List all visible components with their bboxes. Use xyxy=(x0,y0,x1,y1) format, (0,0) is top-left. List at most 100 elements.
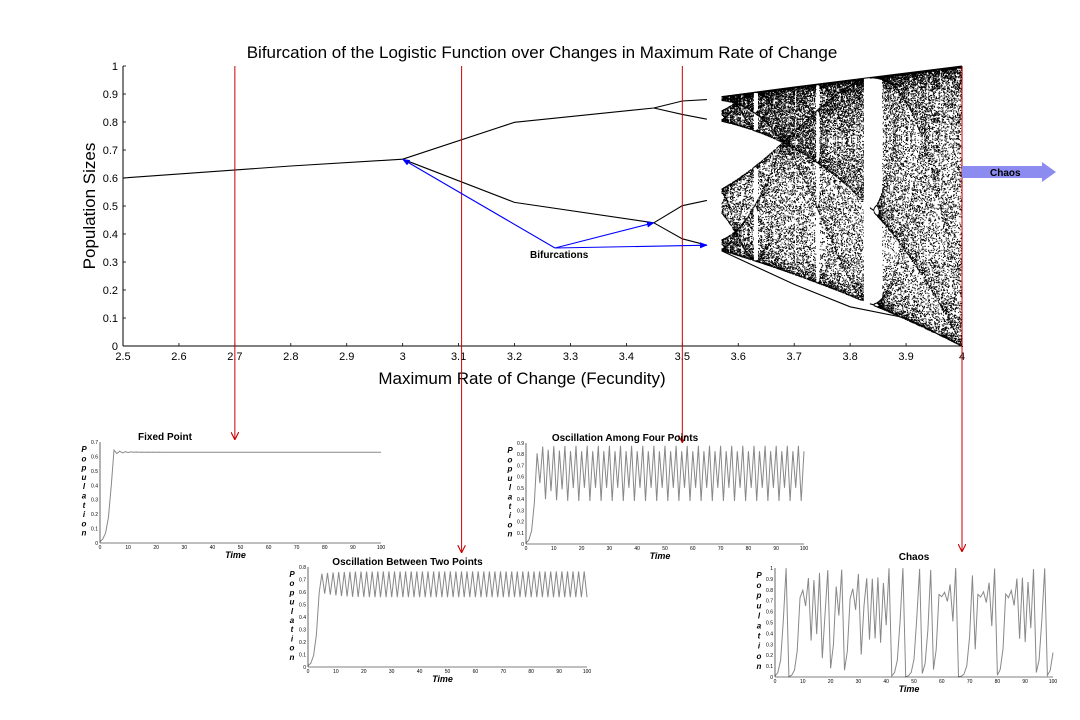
panel-x-label: Time xyxy=(650,551,671,561)
series-line xyxy=(525,445,805,544)
panel-y-tick-label: 0.6 xyxy=(91,454,98,460)
panel-title: Chaos xyxy=(899,552,930,563)
y-tick-label: 0.9 xyxy=(103,89,118,101)
panel-x-tick-label: 30 xyxy=(607,546,613,552)
panel-fixed-point: 0 10 20 30 40 50 60 70 80 90 100 0 0.1 0.2 0.3 0.4 0.5 0.… xyxy=(81,432,386,560)
branch-line-3 xyxy=(653,99,707,109)
x-tick-label: 3.6 xyxy=(731,351,746,363)
panel-x-tick-label: 100 xyxy=(800,546,809,552)
x-tick-label: 2.5 xyxy=(115,351,130,363)
x-tick-label: 3 xyxy=(400,351,406,363)
panel-y-tick-label: 0.5 xyxy=(766,621,773,627)
panel-x-tick-label: 70 xyxy=(294,545,300,551)
annotations: Bifurcations Chaos xyxy=(402,158,1056,261)
branch-line-4 xyxy=(653,107,708,120)
bifurcation-points xyxy=(721,66,963,347)
time-series-panels: 0 10 20 30 40 50 60 70 80 90 10000.10.20.30.40.50.… xyxy=(81,432,1058,694)
x-tick-label: 2.6 xyxy=(171,351,186,363)
panel-y-tick-label: 0.1 xyxy=(91,527,98,533)
series-line xyxy=(99,448,381,542)
panel-x-tick-label: 30 xyxy=(856,679,862,685)
panel-x-tick-label: 20 xyxy=(361,669,367,675)
branch-line-7 xyxy=(721,250,963,347)
panel-y-tick-label: 0.3 xyxy=(766,642,773,648)
panel-x-tick-label: 90 xyxy=(1022,679,1028,685)
panel-x-tick-label: 100 xyxy=(377,545,386,551)
series-line xyxy=(774,567,1054,678)
panel-y-tick-label: 0.5 xyxy=(299,603,306,609)
panel-x-tick-label: 90 xyxy=(556,669,562,675)
panel-y-tick-label: 0.6 xyxy=(766,610,773,616)
x-tick-label: 3.1 xyxy=(451,351,466,363)
chart-title: Bifurcation of the Logistic Function ove… xyxy=(247,43,838,62)
x-tick-label: 3.9 xyxy=(898,351,913,363)
y-tick-label: 0.3 xyxy=(103,257,118,269)
bifurcation-arrow-1 xyxy=(554,221,655,249)
branch-line-2 xyxy=(402,158,654,224)
panel-y-tick-label: 0.8 xyxy=(517,452,524,458)
panel-x-tick-label: 100 xyxy=(583,669,592,675)
panel-x-tick-label: 0 xyxy=(774,679,777,685)
panel-x-tick-label: 0 xyxy=(525,546,528,552)
panel-title: Oscillation Among Four Points xyxy=(552,433,699,444)
branch-line-8 xyxy=(721,65,963,98)
y-tick-label: 0.5 xyxy=(103,201,118,213)
annotation-bifurcations: Bifurcations xyxy=(530,250,589,261)
panel-x-tick-label: 20 xyxy=(153,545,159,551)
panel-y-tick-label: 0.8 xyxy=(299,565,306,571)
panel-y-tick-label: 0.7 xyxy=(91,440,98,446)
bifurcation-chart: Bifurcation of the Logistic Function ove… xyxy=(80,43,1056,552)
panel-x-tick-label: 50 xyxy=(662,546,668,552)
chaos-region-points xyxy=(721,66,963,347)
y-tick-label: 0 xyxy=(112,341,118,353)
panel-y-tick-label: 0.1 xyxy=(299,653,306,659)
branch-line-1 xyxy=(402,107,654,160)
panel-x-tick-label: 10 xyxy=(333,669,339,675)
panel-y-tick-label: 0.3 xyxy=(299,628,306,634)
x-tick-label: 3.4 xyxy=(619,351,634,363)
panel-x-tick-label: 40 xyxy=(210,545,216,551)
panel-x-tick-label: 20 xyxy=(828,679,834,685)
panel-x-tick-label: 10 xyxy=(125,545,131,551)
panel-x-tick-label: 30 xyxy=(389,669,395,675)
panel-y-tick-label: 0 xyxy=(521,542,524,548)
guide-arrows xyxy=(235,66,962,552)
panel-y-tick-label: 0.4 xyxy=(766,631,773,637)
y-tick-label: 0.6 xyxy=(103,173,118,185)
panel-x-tick-label: 10 xyxy=(551,546,557,552)
y-tick-label: 0.2 xyxy=(103,285,118,297)
y-tick-label: 0.1 xyxy=(103,313,118,325)
panel-x-tick-label: 60 xyxy=(473,669,479,675)
panel-x-tick-label: 100 xyxy=(1049,679,1058,685)
panel-y-tick-label: 0.6 xyxy=(517,475,524,481)
panel-chaos: 0 10 20 30 40 50 60 70 80 90 100 0 0.1 0.2 0.3 0.4 0.5 0.… xyxy=(756,552,1058,694)
panel-x-tick-label: 50 xyxy=(445,669,451,675)
panel-x-tick-label: 10 xyxy=(800,679,806,685)
panel-y-tick-label: 0.9 xyxy=(766,577,773,583)
panel-x-tick-label: 30 xyxy=(182,545,188,551)
bifurcation-arrows xyxy=(402,158,708,249)
panel-y-tick-label: 0.4 xyxy=(299,615,306,621)
y-axis-title: Population Sizes xyxy=(80,143,99,270)
panel-x-tick-label: 40 xyxy=(883,679,889,685)
x-tick-label: 3.7 xyxy=(787,351,802,363)
panel-x-tick-label: 20 xyxy=(579,546,585,552)
chaos-arrow xyxy=(962,162,1056,182)
panel-y-tick-label: 1 xyxy=(770,566,773,572)
panel-y-tick-label: 0.6 xyxy=(299,590,306,596)
panel-x-tick-label: 0 xyxy=(307,669,310,675)
panel-x-label: Time xyxy=(432,674,453,684)
panel-y-tick-label: 0 xyxy=(770,675,773,681)
panel-y-tick-label: 0.2 xyxy=(91,512,98,518)
x-tick-label: 2.8 xyxy=(283,351,298,363)
x-axis-title: Maximum Rate of Change (Fecundity) xyxy=(378,369,665,388)
panel-x-tick-label: 90 xyxy=(350,545,356,551)
period-3-window xyxy=(863,66,870,346)
y-tick-label: 0.4 xyxy=(103,229,118,241)
x-tick-label: 2.9 xyxy=(339,351,354,363)
panel-x-tick-label: 40 xyxy=(634,546,640,552)
panel-oscillation-between-two-points: 0 10 20 30 40 50 60 70 80 90 100 0 0.1 0.2 0.3 0.4 0.5 0.… xyxy=(289,557,592,684)
